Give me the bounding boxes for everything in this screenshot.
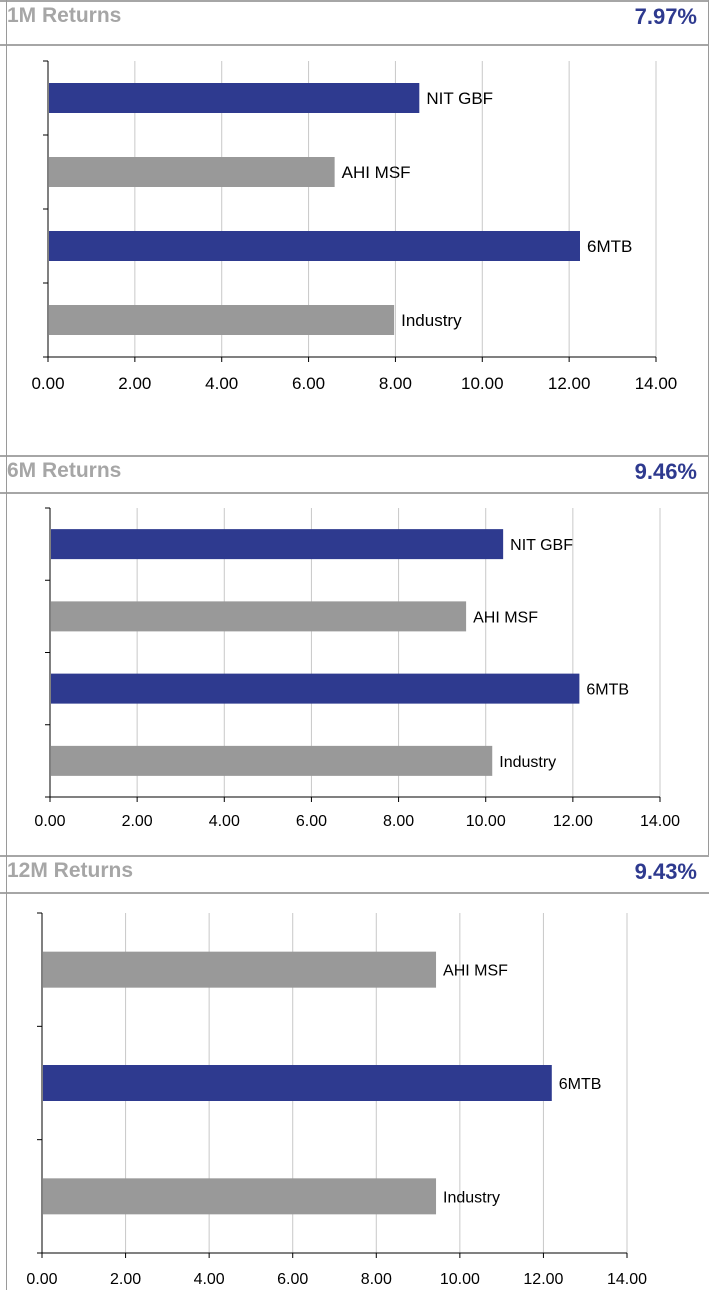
x-tick-label: 2.00: [110, 1271, 141, 1288]
panel-border: [6, 0, 7, 455]
bar-label: 6MTB: [586, 682, 629, 699]
header-divider: [0, 0, 709, 2]
x-tick-label: 0.00: [31, 374, 64, 393]
x-tick-label: 6.00: [292, 374, 325, 393]
bar: [43, 951, 437, 988]
bar: [49, 83, 420, 113]
x-tick-label: 10.00: [461, 374, 504, 393]
x-tick-label: 6.00: [277, 1271, 308, 1288]
panel-header: 1M Returns 7.97%: [0, 0, 709, 36]
x-tick-label: 12.00: [553, 813, 593, 830]
bar-label: NIT GBF: [510, 537, 573, 554]
x-tick-label: 8.00: [379, 374, 412, 393]
bar-label: AHI MSF: [443, 963, 508, 980]
bar-label: 6MTB: [587, 237, 632, 256]
panel-title: 6M Returns: [7, 459, 122, 482]
bar-chart-1m: 0.00 2.00 4.00 6.00 8.00 10.00 12.00 14.00 NIT G…: [31, 60, 678, 393]
header-divider: [0, 44, 709, 46]
x-tick-label: 10.00: [440, 1271, 480, 1288]
x-tick-label: 8.00: [383, 813, 414, 830]
header-divider: [0, 455, 709, 457]
panel-value: 9.46%: [634, 459, 697, 484]
bar-chart-6m: 0.00 2.00 4.00 6.00 8.00 10.00 12.00 14.00 NIT G…: [34, 507, 680, 830]
bar: [51, 529, 504, 560]
bar: [43, 1065, 552, 1101]
bar: [49, 231, 580, 261]
bar: [49, 157, 335, 187]
x-tick-label: 14.00: [607, 1271, 647, 1288]
x-tick-label: 4.00: [194, 1271, 225, 1288]
x-tick-label: 0.00: [26, 1271, 57, 1288]
x-tick-label: 4.00: [205, 374, 238, 393]
panel-1m: 1M Returns 7.97% 0.00 2.00 4.00 6.00 8.00 10.…: [0, 0, 709, 455]
x-tick-label: 8.00: [361, 1271, 392, 1288]
bar: [51, 745, 493, 776]
bar-chart-12m: 0.00 2.00 4.00 6.00 8.00 10.00 12.00 14.00 AHI M…: [26, 912, 647, 1288]
x-tick-label: 12.00: [523, 1271, 563, 1288]
panel-header: 6M Returns 9.46%: [0, 455, 709, 491]
x-tick-label: 10.00: [466, 813, 506, 830]
bar-label: 6MTB: [559, 1076, 602, 1093]
panel-header: 12M Returns 9.43%: [0, 855, 709, 891]
bar: [51, 601, 467, 632]
header-divider: [0, 492, 709, 494]
x-tick-label: 4.00: [209, 813, 240, 830]
x-tick-label: 2.00: [122, 813, 153, 830]
panel-border: [6, 455, 7, 855]
bar-label: Industry: [499, 754, 556, 771]
panel-title: 1M Returns: [7, 4, 122, 27]
bar-label: Industry: [401, 311, 462, 330]
panel-value: 9.43%: [634, 859, 697, 884]
panel-border: [6, 855, 7, 1290]
x-tick-label: 12.00: [548, 374, 591, 393]
bar-label: Industry: [443, 1189, 500, 1206]
bar-label: AHI MSF: [473, 609, 538, 626]
x-tick-label: 14.00: [635, 374, 678, 393]
x-tick-label: 14.00: [640, 813, 680, 830]
panel-12m: 12M Returns 9.43% 0.00 2.00 4.00 6.00 8.00 10…: [0, 855, 709, 1290]
x-tick-label: 0.00: [34, 813, 65, 830]
bar: [49, 305, 395, 335]
panel-title: 12M Returns: [7, 859, 134, 882]
bar: [43, 1178, 437, 1215]
panel-value: 7.97%: [634, 4, 697, 29]
panel-6m: 6M Returns 9.46% 0.00 2.00 4.00 6.00 8.00 10.…: [0, 455, 709, 855]
bar-label: AHI MSF: [342, 163, 411, 182]
x-tick-label: 2.00: [118, 374, 151, 393]
bar-label: NIT GBF: [426, 89, 493, 108]
bar: [51, 673, 580, 704]
header-divider: [0, 855, 709, 857]
header-divider: [0, 892, 709, 894]
x-tick-label: 6.00: [296, 813, 327, 830]
